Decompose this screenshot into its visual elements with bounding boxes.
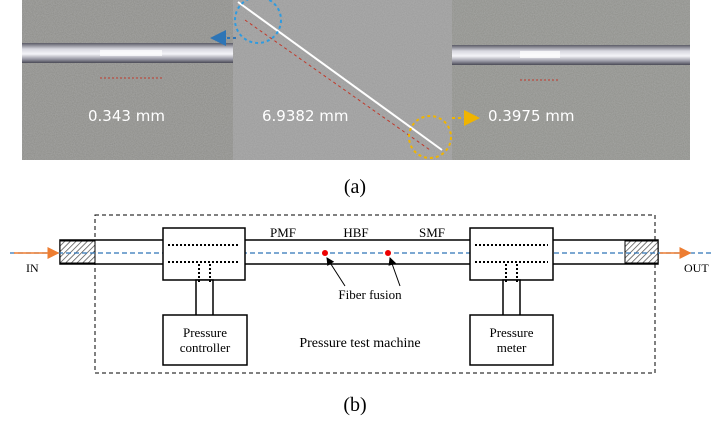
measurement: 6.9382 mm [262,107,348,125]
fiber-label: HBF [343,225,368,240]
pressure-heads [162,227,554,366]
machine-label: Pressure test machine [299,336,420,351]
micrograph-left [22,0,233,160]
fiber-label: SMF [419,225,445,240]
measurement: 0.343 mm [88,107,165,125]
fusion-point [385,250,391,256]
fiber-label: PMF [270,225,296,240]
input-label: IN [26,261,39,275]
meter-box: Pressure meter [489,325,534,355]
machine-box [94,214,656,374]
dotted-channels [168,244,548,282]
controller-box: Pressure controller [179,325,231,355]
micrograph-right [452,0,690,160]
fusion-label: Fiber fusion [338,287,402,302]
fusion-point [322,250,328,256]
labels: PMF HBF SMF IN OUT Fiber fusion Pressure… [26,225,709,351]
connector [59,240,96,264]
caption: (b) [343,394,366,416]
micrograph-middle [210,0,452,160]
fiber-tube [59,239,659,265]
output-label: OUT [684,261,709,275]
caption: (a) [344,176,366,198]
meter-label: Pressure meter [489,325,534,355]
measurement: 0.3975 mm [488,107,574,125]
connector [624,240,659,264]
controller-label: Pressure controller [179,325,231,355]
arrow [326,257,346,287]
arrow [388,257,401,287]
